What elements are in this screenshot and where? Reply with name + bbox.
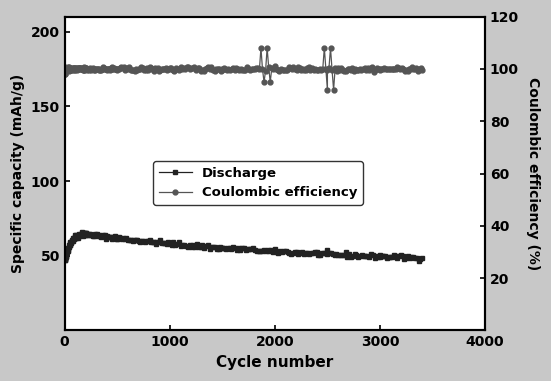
Discharge (79, 230, 86, 235)
Coulombic efficiency (419, 68, 425, 73)
Coulombic efficiency (104, 68, 110, 72)
Line: Discharge: Discharge (63, 231, 424, 263)
X-axis label: Cycle number: Cycle number (216, 355, 333, 370)
Coulombic efficiency (304, 66, 311, 70)
Coulombic efficiency (62, 72, 68, 77)
Coulombic efficiency (176, 67, 182, 72)
Discharge (415, 259, 422, 263)
Legend: Discharge, Coulombic efficiency: Discharge, Coulombic efficiency (153, 162, 363, 205)
Y-axis label: Coulombic efficiency (%): Coulombic efficiency (%) (526, 77, 540, 270)
Discharge (241, 246, 247, 250)
Coulombic efficiency (62, 72, 68, 77)
Discharge (311, 250, 318, 255)
Discharge (387, 255, 394, 259)
Coulombic efficiency (258, 46, 264, 50)
Discharge (163, 242, 170, 247)
Discharge (62, 258, 68, 262)
Coulombic efficiency (80, 64, 87, 69)
Discharge (419, 256, 425, 260)
Line: Coulombic efficiency: Coulombic efficiency (62, 46, 424, 92)
Discharge (392, 254, 399, 259)
Coulombic efficiency (324, 88, 331, 92)
Coulombic efficiency (112, 66, 119, 71)
Discharge (148, 239, 154, 244)
Y-axis label: Specific capacity (mAh/g): Specific capacity (mAh/g) (11, 74, 25, 273)
